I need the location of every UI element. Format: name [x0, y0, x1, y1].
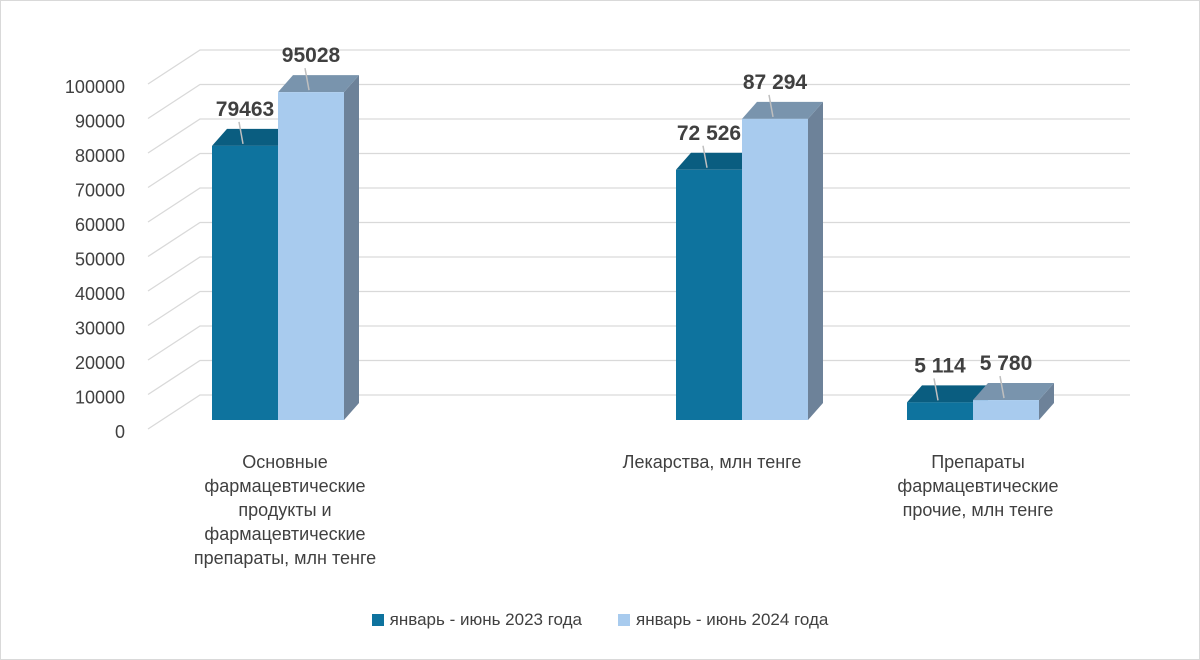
legend-swatch-2023 [371, 614, 384, 626]
category-label-medicines: Лекарства, млн тенге [622, 452, 802, 472]
y-tick-label: 70000 [75, 181, 125, 201]
data-label-leader [768, 94, 774, 117]
bar-top-face [676, 152, 757, 170]
data-label: 72 526 [677, 122, 741, 145]
y-axis-ticks: 0 10000 20000 30000 40000 50000 60000 70000 8000… [65, 77, 125, 442]
legend-item-2023: январь - июнь 2023 года [371, 610, 582, 630]
bar-top-face [742, 101, 823, 119]
y-tick-label: 20000 [75, 353, 125, 373]
y-tick-label: 60000 [75, 215, 125, 235]
category-label-other-preparations: Препараты фармацевтические прочие, млн т… [897, 452, 1059, 520]
gridline [147, 49, 1130, 85]
y-tick-label: 90000 [75, 112, 125, 132]
y-tick-label: 100000 [65, 77, 125, 97]
bar-top-face [212, 128, 293, 146]
category-label-basic-pharma: Основные фармацевтические продукты и фар… [193, 452, 377, 568]
data-label: 5 780 [980, 352, 1033, 375]
legend-item-2024: январь - июнь 2024 года [618, 610, 828, 630]
y-tick-label: 40000 [75, 284, 125, 304]
legend-label-2023: январь - июнь 2023 года [389, 610, 582, 629]
data-label-leader [999, 375, 1005, 399]
gridline [147, 83, 1130, 120]
bar [212, 145, 278, 420]
data-label-leader [702, 145, 708, 168]
y-tick-label: 80000 [75, 146, 125, 166]
bar-top-face [907, 385, 988, 403]
legend: январь - июнь 2023 года январь - июнь 20… [0, 610, 1200, 630]
data-label: 95028 [282, 44, 341, 67]
data-label: 79463 [216, 98, 274, 121]
legend-swatch-2024 [618, 614, 630, 626]
bar-side-face [808, 101, 823, 421]
data-label: 5 114 [914, 354, 966, 377]
bar [973, 400, 1039, 420]
y-tick-label: 30000 [75, 319, 125, 339]
data-label-leader [933, 378, 939, 401]
bar-side-face [344, 75, 359, 421]
bars [212, 75, 1054, 421]
bar [742, 118, 808, 421]
bar-top-face [278, 75, 359, 93]
data-label: 87 294 [743, 71, 808, 94]
bar-side-face [1039, 383, 1054, 420]
y-tick-label: 50000 [75, 250, 125, 270]
legend-label-2024: январь - июнь 2024 года [636, 610, 829, 629]
data-labels: 79463 95028 72 526 87 294 5 114 5 780 [216, 44, 1033, 401]
bar-top-face [973, 383, 1054, 401]
bar [676, 169, 742, 420]
y-tick-label: 10000 [75, 388, 125, 408]
bar [907, 402, 973, 420]
y-tick-label: 0 [115, 422, 125, 442]
data-label-leader [238, 121, 244, 144]
data-label-leader [304, 68, 310, 91]
bar [278, 92, 344, 421]
